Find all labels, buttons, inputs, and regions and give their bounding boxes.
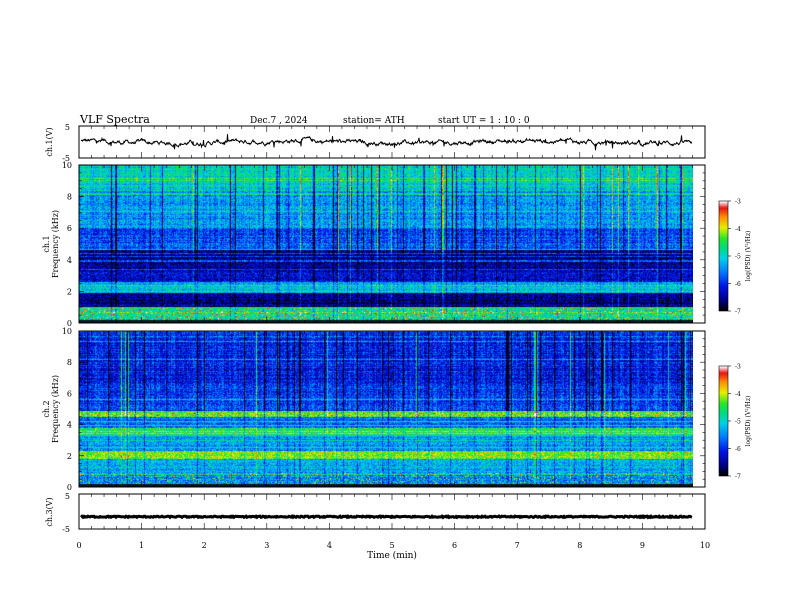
colorbar-tick-label: -4 xyxy=(735,226,741,233)
x-tick-label: 2 xyxy=(202,541,207,550)
colorbar-tick-label: -7 xyxy=(735,474,741,481)
colorbar-tick-label: -6 xyxy=(735,281,741,288)
ch2-colorbar-gradient xyxy=(719,366,728,476)
y-tick-label: 6 xyxy=(67,224,72,233)
x-axis-label: Time (min) xyxy=(367,550,417,561)
y-tick-label: 10 xyxy=(62,327,72,336)
ch1-ytick-bottom: -5 xyxy=(62,154,70,163)
ch2-spec-ylabel-top: ch.2 xyxy=(42,400,51,417)
x-tick-label: 4 xyxy=(327,541,332,550)
start-ut-label: start UT = 1 : 10 : 0 xyxy=(438,116,530,126)
colorbar-tick-label: -7 xyxy=(735,309,741,316)
ch1-colorbar-gradient xyxy=(719,201,728,311)
station-label: station= ATH xyxy=(343,116,405,126)
ch2-spectrogram-panel: 0 2 4 6 8 10 ch.2 Frequency (kHz) xyxy=(42,327,706,492)
ch1-ylabel: ch.1(V) xyxy=(45,127,54,156)
ch1-spectrogram-panel: 0 2 4 6 8 10 ch.1 Frequency (kHz) xyxy=(42,161,706,328)
ch1-spectrogram-raster xyxy=(79,165,693,323)
colorbar-tick-label: -5 xyxy=(735,254,741,261)
ch2-colorbar-label: log(PSD) (V²/Hz) xyxy=(745,396,752,447)
colorbar-tick-label: -5 xyxy=(735,419,741,426)
y-tick-label: 2 xyxy=(67,287,72,296)
figure-title: VLF Spectra xyxy=(79,113,150,126)
ch1-spec-ylabel-bottom: Frequency (kHz) xyxy=(51,210,60,278)
x-tick-label: 8 xyxy=(577,541,582,550)
x-tick-label: 9 xyxy=(640,541,645,550)
ch3-ytick-top: 5 xyxy=(65,492,70,501)
ch1-spec-ylabel-top: ch.1 xyxy=(42,235,51,252)
colorbar-tick-label: -6 xyxy=(735,446,741,453)
ch1-ytick-top: 5 xyxy=(65,123,70,132)
y-tick-label: 10 xyxy=(62,161,72,170)
ch3-ytick-bottom: -5 xyxy=(62,525,70,534)
x-tick-label: 3 xyxy=(264,541,269,550)
x-tick-label: 5 xyxy=(389,541,394,550)
colorbar-tick-label: -4 xyxy=(735,391,741,398)
ch1-waveform-panel: 5 -5 ch.1(V) xyxy=(45,123,706,163)
colorbar-tick-label: -3 xyxy=(735,364,741,371)
ch3-ylabel: ch.3(V) xyxy=(45,497,54,526)
y-tick-label: 0 xyxy=(67,319,72,328)
date-label: Dec.7 , 2024 xyxy=(250,116,308,126)
ch1-waveform-line xyxy=(80,134,693,151)
y-tick-label: 6 xyxy=(67,389,72,398)
x-tick-label: 1 xyxy=(139,541,144,550)
x-tick-label: 0 xyxy=(76,541,81,550)
x-tick-label: 6 xyxy=(452,541,457,550)
ch1-colorbar: -3 -4 -5 -6 -7 log(PSD) (V²/Hz) xyxy=(718,199,752,316)
ch3-waveform-panel: 5 -5 ch.3(V) 0 1 2 3 4 5 6 7 8 9 10 Time (min) xyxy=(45,492,710,561)
x-tick-label: 10 xyxy=(700,541,710,550)
y-tick-label: 0 xyxy=(67,483,72,492)
ch2-colorbar: -3 -4 -5 -6 -7 log(PSD) (V²/Hz) xyxy=(718,364,752,481)
y-tick-label: 4 xyxy=(67,256,72,265)
y-tick-label: 8 xyxy=(67,193,72,202)
ch2-spec-ylabel-bottom: Frequency (kHz) xyxy=(51,375,60,443)
x-tick-label: 7 xyxy=(515,541,520,550)
y-tick-label: 4 xyxy=(67,421,72,430)
y-tick-label: 8 xyxy=(67,358,72,367)
ch3-waveform-line xyxy=(79,514,693,520)
ch2-spectrogram-raster xyxy=(79,331,693,487)
ch1-colorbar-label: log(PSD) (V²/Hz) xyxy=(745,231,752,282)
colorbar-tick-label: -3 xyxy=(735,199,741,206)
y-tick-label: 2 xyxy=(67,452,72,461)
